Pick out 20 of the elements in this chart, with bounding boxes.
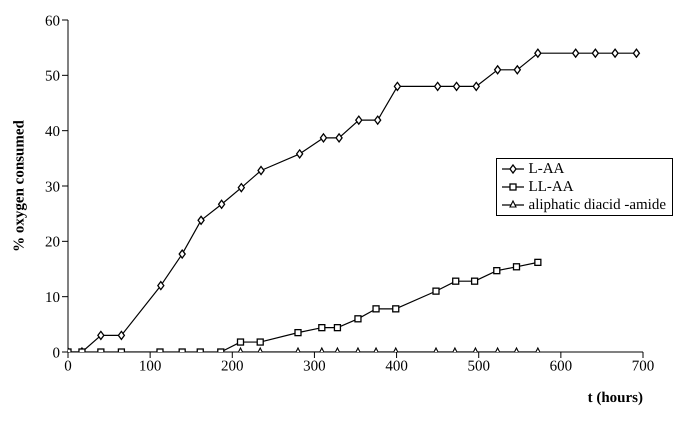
y-tick-label: 10 (45, 290, 60, 306)
y-tick-label: 60 (45, 13, 60, 30)
legend-label: aliphatic diacid -amide (528, 196, 666, 214)
x-tick-label: 0 (64, 358, 72, 375)
x-tick-label: 600 (550, 358, 572, 375)
x-tick-label: 300 (303, 358, 326, 375)
y-tick-label: 20 (45, 234, 60, 251)
legend-label: LL-AA (528, 178, 574, 196)
y-tick-label: 40 (45, 124, 60, 140)
x-tick-label: 200 (221, 358, 244, 375)
x-axis-title: t (hours) (588, 390, 643, 406)
y-tick-label: 30 (45, 179, 60, 196)
x-tick-label: 100 (138, 358, 162, 375)
legend-label: L-AA (528, 160, 564, 178)
x-tick-label: 500 (467, 358, 490, 375)
y-tick-label: 50 (45, 68, 60, 85)
y-axis-title: % oxygen consumed (11, 120, 28, 252)
x-tick-label: 400 (385, 358, 408, 375)
y-tick-label: 0 (52, 345, 60, 362)
x-tick-label: 700 (632, 358, 654, 375)
